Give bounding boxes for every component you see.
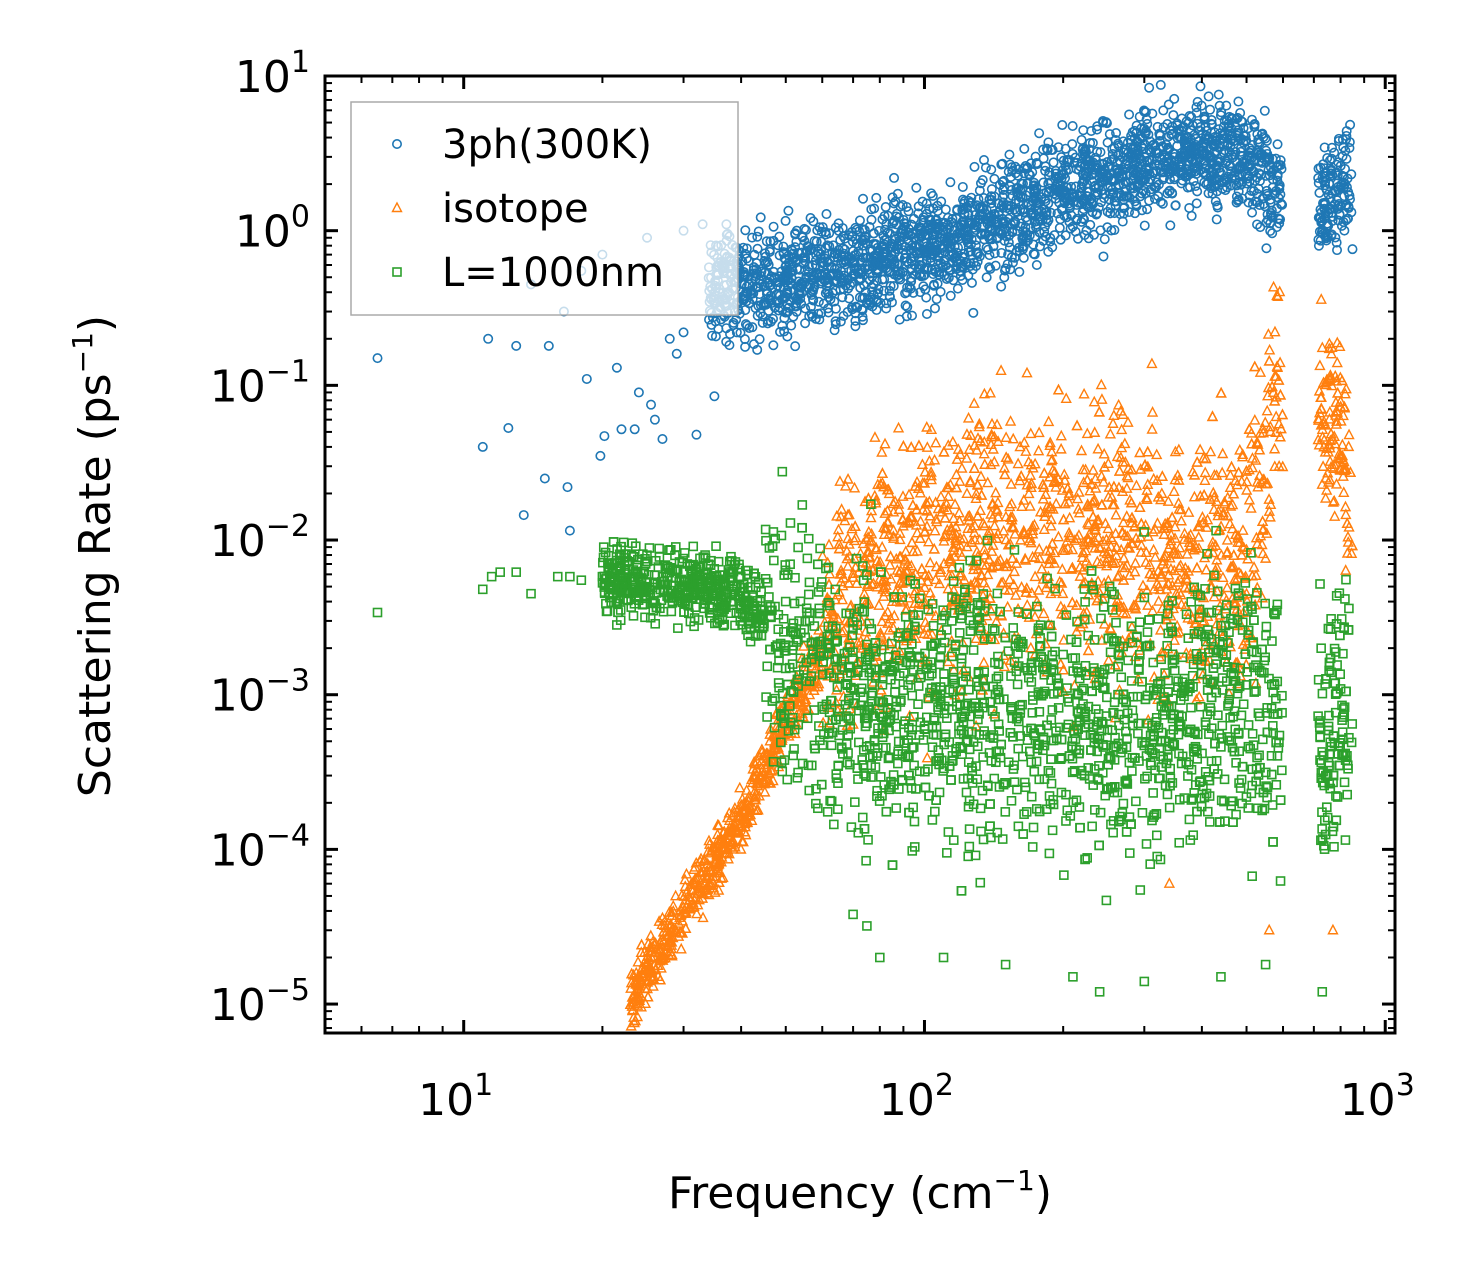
data-point [1163, 99, 1174, 110]
data-point [768, 221, 779, 232]
data-point [1102, 137, 1113, 148]
data-point [1203, 91, 1214, 102]
data-point [921, 308, 932, 319]
data-point [1092, 124, 1103, 135]
data-point [1086, 126, 1097, 137]
data-point [945, 290, 956, 301]
data-point [1263, 164, 1274, 175]
data-point [969, 161, 980, 172]
data-point [986, 164, 997, 175]
data-point [1152, 121, 1163, 132]
data-point [780, 215, 791, 226]
data-point [866, 214, 877, 225]
data-point [1040, 165, 1051, 176]
data-point [1235, 179, 1246, 190]
data-point [990, 260, 1001, 271]
data-point [1221, 100, 1232, 111]
data-point [915, 287, 926, 298]
series-layer [372, 79, 1358, 1031]
data-point [1158, 105, 1169, 116]
data-point [761, 236, 772, 247]
data-point [1038, 177, 1049, 188]
data-point [757, 317, 768, 328]
data-point [979, 155, 990, 166]
data-point [747, 232, 758, 243]
data-point [735, 327, 746, 338]
data-point [911, 182, 922, 193]
data-point [1004, 149, 1015, 160]
data-point [981, 272, 992, 283]
data-point [1157, 198, 1168, 209]
data-point [1247, 207, 1258, 218]
series-circle [372, 79, 1358, 536]
data-point [755, 212, 766, 223]
data-point [1031, 260, 1042, 271]
data-point [740, 225, 751, 236]
data-point [754, 334, 765, 345]
data-point [854, 215, 865, 226]
data-point [795, 293, 806, 304]
data-point [1233, 96, 1244, 107]
data-point [985, 263, 996, 274]
data-point [783, 205, 794, 216]
data-point [986, 198, 997, 209]
data-point [1195, 81, 1206, 92]
data-point [1014, 266, 1025, 277]
data-point [788, 311, 799, 322]
data-point [945, 177, 956, 188]
data-point [884, 285, 895, 296]
data-point [1085, 137, 1096, 148]
data-point [957, 181, 968, 192]
